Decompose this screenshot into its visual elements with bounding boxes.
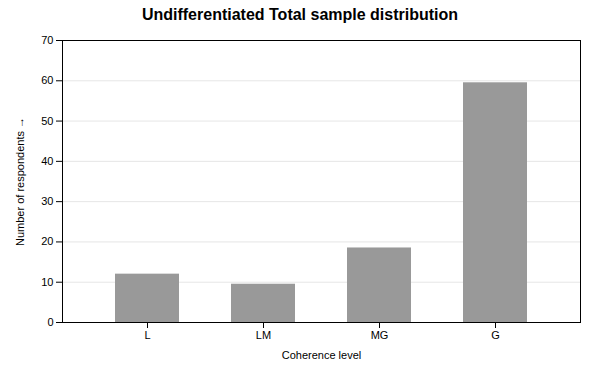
svg-text:L: L bbox=[144, 329, 150, 341]
svg-text:10: 10 bbox=[41, 276, 53, 288]
svg-text:60: 60 bbox=[41, 74, 53, 86]
svg-text:30: 30 bbox=[41, 195, 53, 207]
svg-text:LM: LM bbox=[256, 329, 271, 341]
svg-text:G: G bbox=[491, 329, 500, 341]
svg-text:Coherence level: Coherence level bbox=[282, 349, 362, 361]
svg-text:MG: MG bbox=[371, 329, 389, 341]
svg-text:0: 0 bbox=[47, 316, 53, 328]
svg-text:70: 70 bbox=[41, 34, 53, 46]
svg-text:20: 20 bbox=[41, 235, 53, 247]
svg-text:40: 40 bbox=[41, 155, 53, 167]
html-text:Undifferentiated Total sample: Undifferentiated Total sample distributi… bbox=[141, 6, 459, 23]
svg-text:50: 50 bbox=[41, 115, 53, 127]
svg-text:Number of respondents →: Number of respondents → bbox=[14, 117, 26, 246]
